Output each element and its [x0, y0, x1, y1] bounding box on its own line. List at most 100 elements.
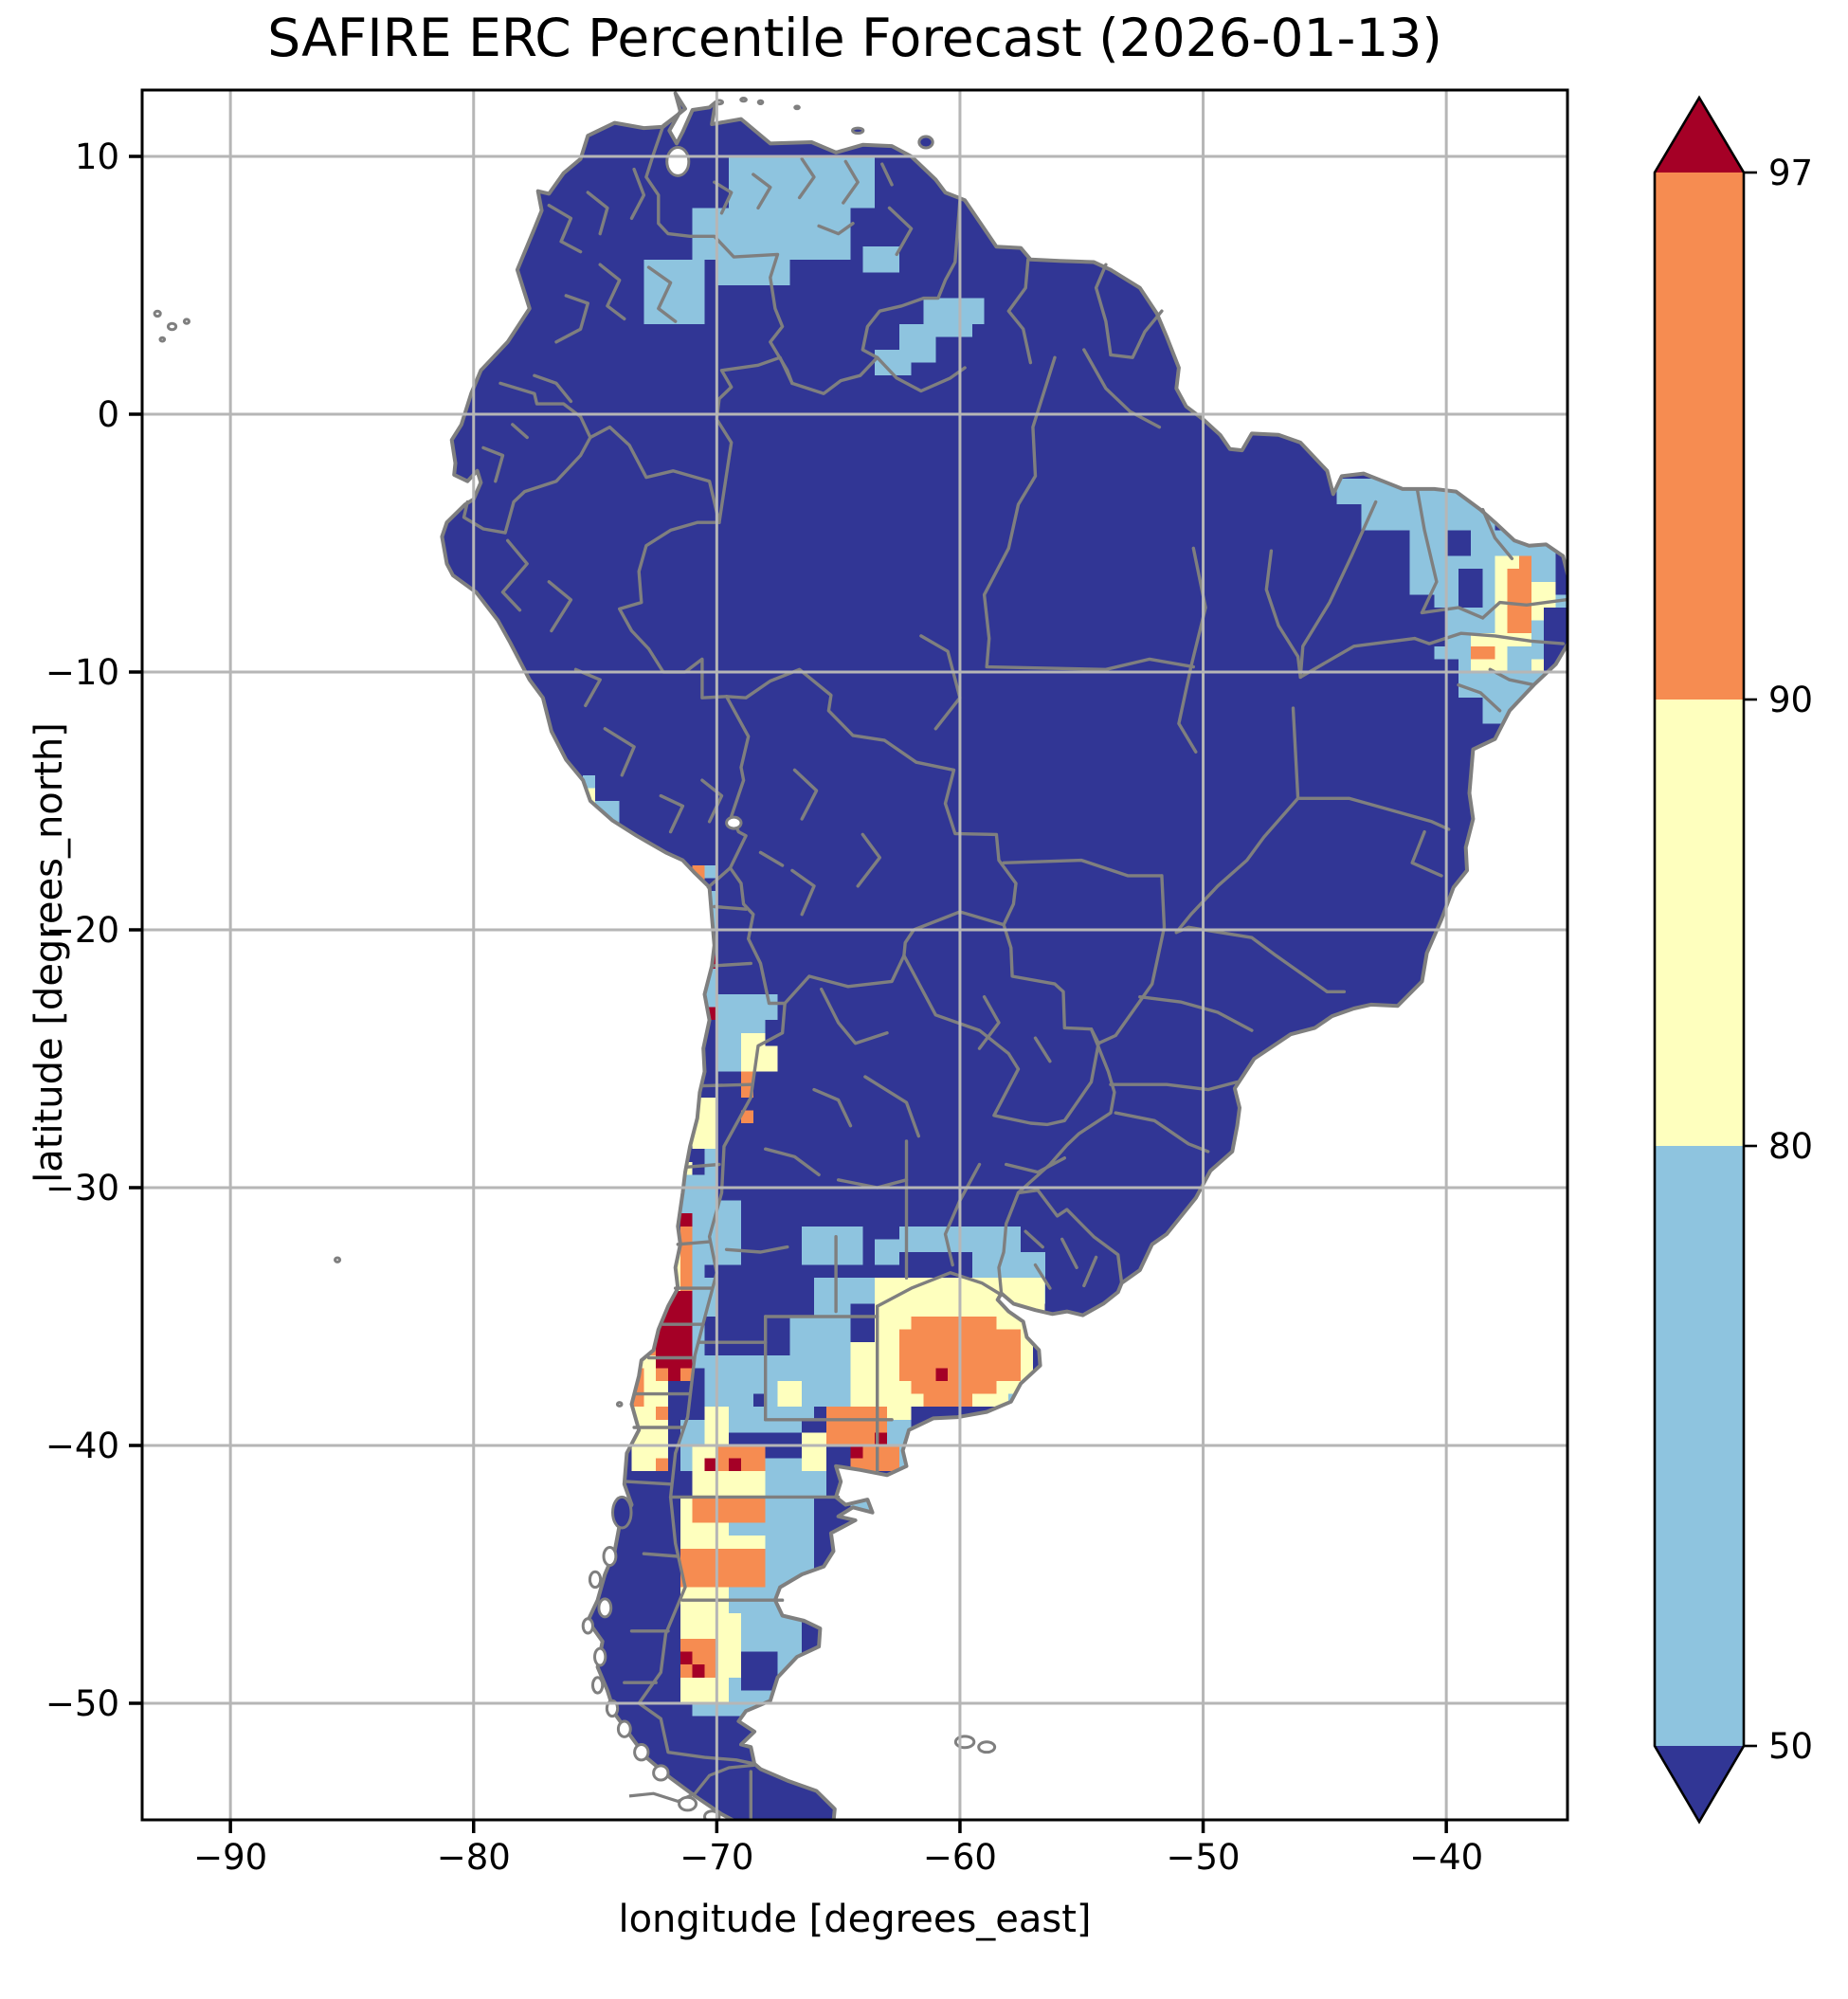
- erc-cell: [1507, 569, 1531, 634]
- island: [793, 104, 801, 111]
- erc-cell: [692, 1703, 766, 1717]
- island: [851, 126, 865, 136]
- erc-cell: [850, 1303, 876, 1343]
- gridlines: [142, 90, 1567, 1820]
- axes-spines: [140, 88, 1569, 1822]
- erc-cell: [1458, 569, 1483, 608]
- colorbar: 97 90 80 50: [1653, 95, 1813, 1825]
- colorbar-extend-max: [1655, 98, 1744, 173]
- x-tick-label: −80: [437, 1837, 511, 1878]
- erc-cell: [1519, 555, 1531, 570]
- erc-cell: [850, 1445, 863, 1459]
- erc-cell: [752, 1393, 766, 1408]
- island: [917, 135, 934, 150]
- island: [581, 1617, 594, 1635]
- erc-cell: [959, 298, 985, 324]
- island: [615, 1401, 624, 1408]
- colorbar-tick-label: 90: [1768, 680, 1813, 720]
- erc-cell: [679, 1226, 693, 1252]
- colorbar-segment: [1655, 1146, 1744, 1746]
- y-tick-label: 0: [97, 394, 119, 435]
- colorbar-tick-label: 50: [1768, 1726, 1813, 1767]
- x-axis-label: longitude [degrees_east]: [618, 1898, 1092, 1941]
- y-tick-label: −20: [45, 910, 119, 951]
- colorbar-segment: [1655, 173, 1744, 700]
- island: [593, 1646, 607, 1667]
- island: [756, 99, 765, 106]
- island: [977, 1740, 997, 1754]
- island: [153, 309, 162, 318]
- map-canvas: [142, 90, 1567, 1820]
- island: [602, 1545, 618, 1567]
- erc-cell: [704, 1149, 717, 1201]
- erc-cell: [571, 788, 584, 801]
- colorbar-tick-label: 80: [1768, 1126, 1813, 1167]
- erc-cell: [692, 1497, 766, 1523]
- erc-cell: [716, 259, 790, 285]
- island: [158, 336, 167, 343]
- island: [633, 1743, 650, 1762]
- erc-cell: [656, 1407, 668, 1420]
- erc-cell: [679, 1651, 693, 1665]
- erc-cell: [741, 1110, 753, 1123]
- coastline: [440, 91, 1567, 1820]
- erc-cell: [704, 865, 717, 879]
- tick-labels: −90 −80 −70 −60 −50 −40 10 0 −10 −20 −30 −40 −50: [45, 136, 1483, 1878]
- erc-cell: [875, 1239, 899, 1265]
- lake: [665, 145, 691, 177]
- erc-cell: [898, 1226, 985, 1252]
- island: [616, 1719, 632, 1738]
- erc-cell: [729, 156, 876, 209]
- island: [588, 1570, 603, 1590]
- erc-cell: [679, 1252, 693, 1291]
- island: [597, 1597, 613, 1619]
- erc-cell: [716, 1612, 741, 1678]
- x-tick-label: −50: [1166, 1837, 1240, 1878]
- erc-cell: [802, 1226, 863, 1265]
- erc-cell: [741, 1651, 778, 1691]
- island: [739, 97, 748, 103]
- erc-cell: [777, 1381, 803, 1408]
- tick-marks: [129, 154, 1448, 1833]
- erc-cell: [911, 1381, 997, 1394]
- island: [678, 1795, 698, 1812]
- erc-cell: [825, 1471, 863, 1498]
- erc-cell: [668, 1368, 680, 1381]
- colorbar-tick-label: 97: [1768, 153, 1813, 193]
- y-tick-label: −10: [45, 652, 119, 693]
- island: [652, 1764, 670, 1782]
- y-axis-label: latitude [degrees_north]: [27, 722, 71, 1183]
- figure-title: SAFIRE ERC Percentile Forecast (2026-01-…: [267, 8, 1442, 68]
- y-tick-label: −30: [45, 1168, 119, 1208]
- y-tick-label: 10: [75, 136, 119, 177]
- y-tick-label: −40: [45, 1426, 119, 1466]
- island: [611, 1495, 633, 1530]
- colorbar-segment: [1655, 700, 1744, 1146]
- erc-cell: [692, 1239, 705, 1369]
- erc-raster: [442, 93, 1567, 1820]
- erc-cell: [729, 1458, 741, 1472]
- island: [182, 318, 191, 325]
- erc-cell: [679, 1548, 766, 1588]
- colorbar-extend-min: [1655, 1746, 1744, 1822]
- island: [953, 1735, 976, 1750]
- y-tick-label: −50: [45, 1683, 119, 1724]
- island: [166, 321, 178, 332]
- erc-cell: [862, 246, 899, 273]
- island: [590, 1676, 605, 1695]
- x-tick-label: −60: [923, 1837, 997, 1878]
- erc-cell: [679, 1213, 693, 1227]
- erc-cell: [1446, 530, 1471, 556]
- x-tick-label: −70: [679, 1837, 753, 1878]
- erc-cell: [923, 1393, 972, 1408]
- erc-cell: [656, 1278, 668, 1291]
- erc-cell: [935, 1368, 949, 1381]
- erc-cell: [692, 208, 851, 260]
- x-tick-label: −40: [1409, 1837, 1483, 1878]
- admin-borders: [462, 106, 1567, 1820]
- land-base: [442, 93, 1567, 1820]
- lake: [725, 815, 743, 830]
- island: [333, 1256, 342, 1263]
